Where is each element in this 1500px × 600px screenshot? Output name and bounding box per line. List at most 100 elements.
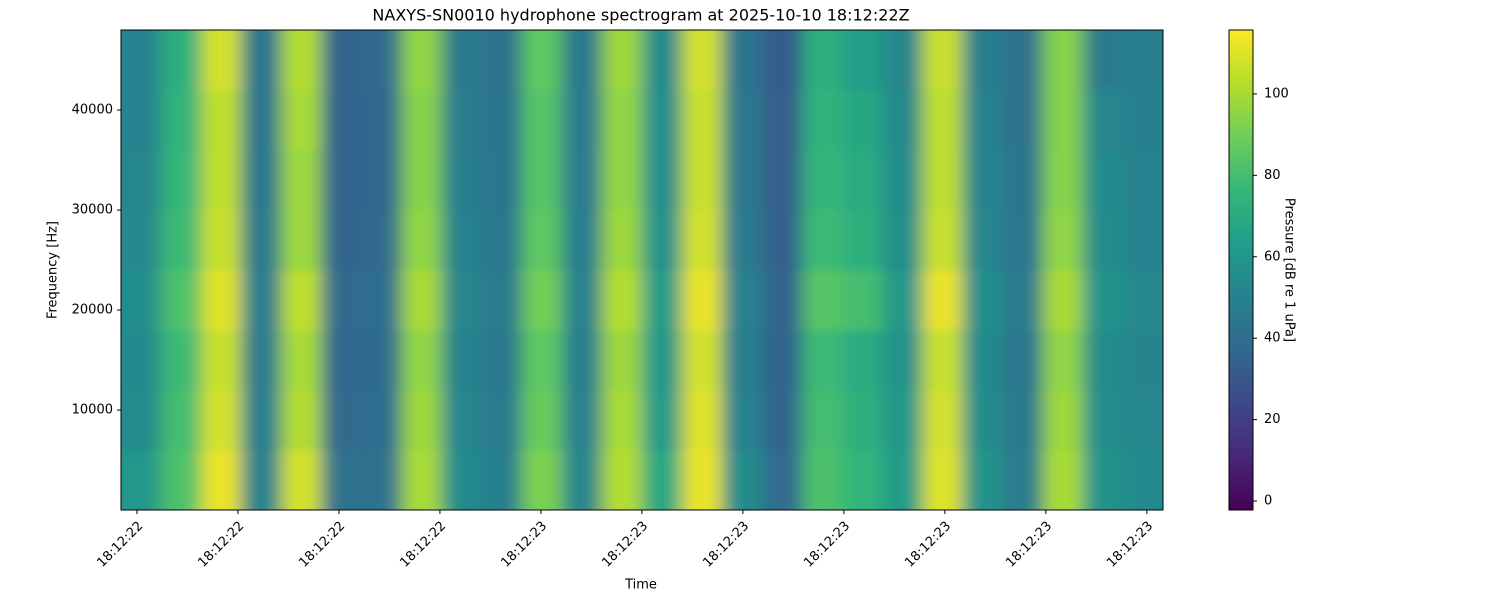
heatmap-cell — [922, 90, 964, 151]
heatmap-cell — [1122, 150, 1163, 211]
heatmap-cell — [441, 390, 483, 451]
heatmap-cell — [762, 450, 803, 510]
heatmap-cell — [642, 330, 683, 391]
x-tick-label: 18:12:22 — [195, 519, 247, 571]
heatmap-cell — [561, 210, 603, 271]
heatmap-cell — [882, 390, 924, 451]
heatmap-cell — [1002, 330, 1044, 391]
heatmap-cell — [441, 210, 483, 271]
heatmap-cell — [241, 450, 282, 510]
heatmap-cell — [521, 30, 563, 91]
heatmap-cell — [1122, 30, 1163, 91]
heatmap-cell — [1042, 450, 1084, 510]
heatmap-cell — [401, 450, 443, 510]
heatmap-cell — [1122, 330, 1163, 391]
colorbar-tick-label: 20 — [1264, 412, 1281, 427]
heatmap-cell — [521, 210, 563, 271]
heatmap-cell — [161, 390, 202, 451]
heatmap-cell — [1002, 90, 1044, 151]
heatmap-cell — [361, 90, 403, 151]
x-tick-label: 18:12:23 — [801, 519, 853, 571]
colorbar-label: Pressure [dB re 1 uPa] — [1282, 198, 1297, 342]
heatmap-cell — [601, 270, 643, 331]
heatmap-cell — [922, 270, 964, 331]
heatmap-cell — [281, 390, 322, 451]
heatmap-cell — [1122, 210, 1163, 271]
heatmap-cell — [241, 30, 282, 91]
heatmap-cell — [642, 390, 683, 451]
heatmap-cell — [1002, 150, 1044, 211]
heatmap-cell — [401, 330, 443, 391]
heatmap-cell — [1002, 390, 1044, 451]
heatmap-cell — [682, 390, 723, 451]
colorbar — [1228, 29, 1254, 511]
heatmap-cell — [481, 450, 523, 510]
heatmap-cell — [962, 30, 1004, 91]
heatmap-cell — [642, 450, 683, 510]
heatmap-cell — [281, 450, 322, 510]
chart-title: NAXYS-SN0010 hydrophone spectrogram at 2… — [372, 6, 909, 25]
heatmap-cell — [481, 390, 523, 451]
heatmap-cell — [321, 30, 362, 91]
heatmap-cell — [441, 450, 483, 510]
heatmap-cell — [1122, 390, 1163, 451]
heatmap-cell — [121, 90, 162, 151]
heatmap-cell — [682, 270, 723, 331]
heatmap-cell — [281, 150, 322, 211]
colorbar-tick-label: 60 — [1264, 249, 1281, 264]
x-tick-label: 18:12:23 — [902, 519, 954, 571]
heatmap-cell — [201, 390, 242, 451]
heatmap-cell — [642, 210, 683, 271]
heatmap-cell — [682, 150, 723, 211]
heatmap-cell — [842, 30, 883, 91]
heatmap-cell — [1042, 330, 1084, 391]
heatmap-cell — [201, 150, 242, 211]
heatmap-cell — [401, 390, 443, 451]
heatmap-cell — [1122, 90, 1163, 151]
heatmap-cell — [762, 30, 803, 91]
heatmap-cell — [121, 270, 162, 331]
heatmap-cell — [481, 150, 523, 211]
heatmap-cell — [722, 450, 763, 510]
heatmap-cell — [922, 390, 964, 451]
heatmap-cell — [922, 30, 964, 91]
heatmap-cell — [321, 150, 362, 211]
heatmap-cell — [962, 390, 1004, 451]
heatmap-cell — [962, 210, 1004, 271]
heatmap-cell — [722, 270, 763, 331]
heatmap-cell — [882, 330, 924, 391]
heatmap-cell — [802, 390, 843, 451]
heatmap-cell — [762, 390, 803, 451]
heatmap-cell — [321, 210, 362, 271]
heatmap-cell — [201, 450, 242, 510]
heatmap-cell — [922, 330, 964, 391]
heatmap-cell — [802, 330, 843, 391]
y-tick-label: 10000 — [72, 403, 113, 418]
heatmap-cell — [722, 330, 763, 391]
heatmap-cell — [361, 450, 403, 510]
heatmap-cell — [842, 150, 883, 211]
heatmap-cell — [401, 30, 443, 91]
heatmap-cell — [882, 90, 924, 151]
heatmap-cell — [882, 450, 924, 510]
heatmap-cell — [321, 330, 362, 391]
heatmap-cell — [521, 330, 563, 391]
heatmap-cell — [121, 30, 162, 91]
heatmap-cell — [161, 450, 202, 510]
heatmap-cell — [481, 270, 523, 331]
heatmap-cell — [922, 450, 964, 510]
x-tick-label: 18:12:23 — [498, 519, 550, 571]
heatmap-cell — [1042, 150, 1084, 211]
heatmap-cell — [481, 30, 523, 91]
heatmap-cell — [441, 90, 483, 151]
heatmap-cell — [161, 210, 202, 271]
heatmap-cell — [241, 330, 282, 391]
heatmap-cell — [1082, 90, 1124, 151]
y-axis-label: Frequency [Hz] — [46, 221, 61, 319]
heatmap-cell — [682, 330, 723, 391]
heatmap-cell — [321, 390, 362, 451]
y-tick-label: 20000 — [72, 303, 113, 318]
x-axis-label: Time — [624, 578, 657, 593]
heatmap-cell — [521, 90, 563, 151]
heatmap-cell — [1002, 30, 1044, 91]
